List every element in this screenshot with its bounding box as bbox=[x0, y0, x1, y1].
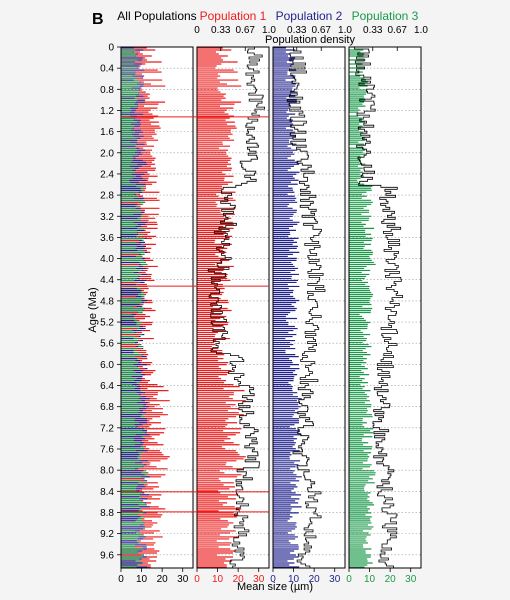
density-tick-label: 1.0 bbox=[414, 25, 428, 36]
density-tick-label: 0.67 bbox=[312, 25, 332, 36]
y-axis-ticks: 0 0.4 0.8 1.2 1.6 2.0 2.4 2.8 3.2 3.6 4.0 4.4 4.8 5.2… bbox=[100, 43, 121, 561]
y-tick-label: 7.6 bbox=[100, 444, 114, 455]
x-tick-label: 0 bbox=[346, 574, 352, 585]
y-tick-label: 2.8 bbox=[100, 191, 114, 202]
x-tick-label: 20 bbox=[233, 574, 245, 585]
x-tick-label: 30 bbox=[253, 574, 265, 585]
panel-pop3: 0.33 0.67 1.0 Population 3 0 10 20 30 bbox=[346, 9, 428, 585]
x-tick-label: 20 bbox=[309, 574, 321, 585]
y-tick-label: 0.8 bbox=[100, 85, 114, 96]
y-tick-label: 6.4 bbox=[100, 381, 114, 392]
x-tick-label: 10 bbox=[212, 574, 224, 585]
density-tick-label: 1.0 bbox=[262, 25, 276, 36]
panel-frame bbox=[272, 46, 346, 569]
panel-title-pop3: Population 3 bbox=[352, 9, 419, 23]
y-tick-label: 3.6 bbox=[100, 233, 114, 244]
panel-title-pop1: Population 1 bbox=[200, 9, 267, 23]
bars-pop2 bbox=[273, 47, 302, 568]
y-tick-label: 6.0 bbox=[100, 360, 114, 371]
bars-all bbox=[121, 47, 170, 568]
y-tick-label: 1.2 bbox=[100, 106, 114, 117]
panel-frame bbox=[120, 46, 194, 569]
density-tick-label: 0 bbox=[194, 25, 200, 36]
y-tick-label: 8.0 bbox=[100, 466, 114, 477]
density-tick-label: 1.0 bbox=[338, 25, 352, 36]
panel-frame bbox=[196, 46, 270, 569]
panel-frame bbox=[348, 46, 422, 569]
y-tick-label: 9.2 bbox=[100, 529, 114, 540]
x-tick-label: 30 bbox=[329, 574, 341, 585]
panel-letter: B bbox=[92, 11, 104, 28]
x-axis-title: Mean size (µm) bbox=[237, 581, 313, 593]
bars-pop1 bbox=[197, 47, 246, 568]
top-axis-title: Population density bbox=[265, 34, 355, 46]
panel-title-pop2: Population 2 bbox=[276, 9, 343, 23]
panel-background bbox=[121, 47, 193, 568]
x-tick-label: 20 bbox=[157, 574, 169, 585]
panel-all: All Populations 0 10 20 30 bbox=[117, 9, 196, 585]
x-tick-label: 10 bbox=[136, 574, 148, 585]
y-tick-label: 7.2 bbox=[100, 423, 114, 434]
x-tick-label: 0 bbox=[118, 574, 124, 585]
density-tick-label: 0.33 bbox=[287, 25, 307, 36]
density-tick-label: 0.33 bbox=[211, 25, 231, 36]
y-tick-label: 0.4 bbox=[100, 64, 114, 75]
x-tick-label: 0 bbox=[270, 574, 276, 585]
x-tick-label: 10 bbox=[364, 574, 376, 585]
panel-background bbox=[197, 47, 269, 568]
x-tick-label: 30 bbox=[405, 574, 417, 585]
x-tick-label: 30 bbox=[177, 574, 189, 585]
density-tick-label: 0.33 bbox=[363, 25, 383, 36]
panel-pop2: 0.33 0.67 1.0 Population 2 0 10 20 30 bbox=[270, 9, 352, 585]
panel-background bbox=[273, 47, 345, 568]
y-tick-label: 3.2 bbox=[100, 212, 114, 223]
x-tick-label: 0 bbox=[194, 574, 200, 585]
y-tick-label: 9.6 bbox=[100, 550, 114, 561]
density-tick-label: 0.67 bbox=[236, 25, 256, 36]
y-tick-label: 6.8 bbox=[100, 402, 114, 413]
density-line-pop2 bbox=[286, 47, 326, 568]
y-tick-label: 1.6 bbox=[100, 127, 114, 138]
x-tick-label: 10 bbox=[288, 574, 300, 585]
density-line-pop3 bbox=[354, 47, 403, 568]
y-tick-label: 4.4 bbox=[100, 275, 114, 286]
y-tick-label: 8.4 bbox=[100, 487, 114, 498]
density-tick-label: 0.67 bbox=[388, 25, 408, 36]
y-tick-label: 2.0 bbox=[100, 148, 114, 159]
y-tick-label: 8.8 bbox=[100, 508, 114, 519]
bars-pop3 bbox=[349, 49, 376, 568]
reference-lines bbox=[121, 116, 269, 513]
density-line-pop1 bbox=[207, 47, 265, 568]
panel-title-all: All Populations bbox=[117, 9, 196, 23]
y-axis-title: Age (Ma) bbox=[87, 287, 99, 332]
y-tick-label: 0 bbox=[108, 43, 114, 54]
y-tick-label: 2.4 bbox=[100, 169, 114, 180]
y-tick-label: 4.0 bbox=[100, 254, 114, 265]
y-tick-label: 4.8 bbox=[100, 296, 114, 307]
x-tick-label: 20 bbox=[385, 574, 397, 585]
y-tick-label: 5.2 bbox=[100, 318, 114, 329]
y-tick-label: 5.6 bbox=[100, 339, 114, 350]
